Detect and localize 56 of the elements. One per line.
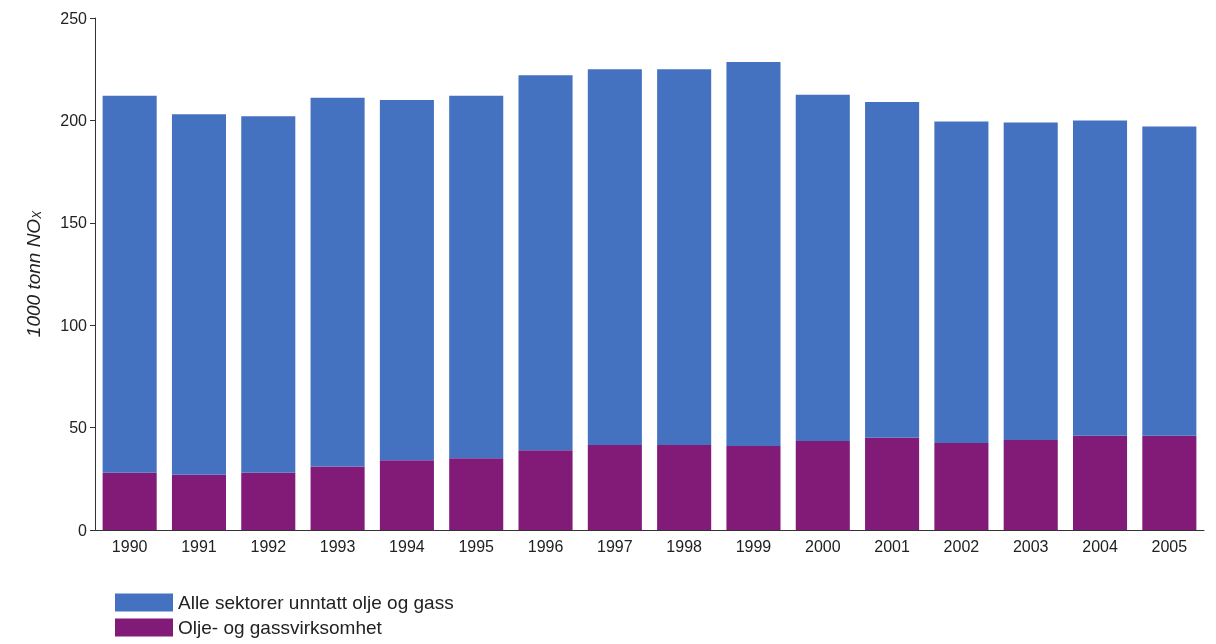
x-tick-label: 1993 <box>319 537 356 555</box>
bar <box>518 75 573 451</box>
y-tick-label: 150 <box>60 214 88 232</box>
bar <box>1003 122 1058 440</box>
x-tick-label: 1990 <box>111 537 148 555</box>
bar <box>1073 120 1128 436</box>
x-tick-label: 2001 <box>874 537 910 555</box>
bar <box>934 121 989 443</box>
bar <box>241 472 296 530</box>
bar <box>726 62 781 447</box>
bar <box>310 466 365 530</box>
x-tick-label: 2005 <box>1151 537 1188 555</box>
y-tick-label: 0 <box>78 521 88 539</box>
x-tick-label: 2003 <box>1012 537 1049 555</box>
bar <box>379 460 434 530</box>
bar <box>518 450 573 530</box>
bar <box>379 99 434 461</box>
x-tick-label: 1998 <box>666 537 703 555</box>
y-tick-label: 200 <box>60 111 88 129</box>
bar <box>1073 435 1128 530</box>
x-tick-label: 1994 <box>389 537 425 555</box>
legend-label: Alle sektorer unntatt olje og gass <box>178 592 454 613</box>
y-tick-label: 50 <box>69 419 88 437</box>
bar <box>657 69 712 446</box>
bar <box>1003 439 1058 530</box>
x-tick-label: 1997 <box>597 537 633 555</box>
bar <box>241 116 296 473</box>
x-tick-label: 2000 <box>804 537 841 555</box>
bar <box>310 97 365 467</box>
x-tick-label: 1991 <box>181 537 217 555</box>
bar <box>795 440 850 530</box>
bar <box>449 95 504 459</box>
y-tick-label: 250 <box>60 9 88 27</box>
bar <box>171 474 226 530</box>
x-tick-label: 1999 <box>735 537 772 555</box>
bar <box>795 94 850 441</box>
bar <box>934 442 989 530</box>
bar <box>657 445 712 530</box>
bar <box>587 445 642 530</box>
bar <box>587 69 642 446</box>
x-tick-label: 1995 <box>458 537 495 555</box>
bar <box>726 446 781 530</box>
x-tick-label: 2004 <box>1082 537 1118 555</box>
bar <box>1142 126 1197 436</box>
bar <box>449 458 504 530</box>
bar <box>102 472 157 530</box>
x-tick-label: 1992 <box>250 537 287 555</box>
legend-label: Olje- og gassvirksomhet <box>178 617 383 638</box>
x-tick-label: 1996 <box>527 537 564 555</box>
bar <box>102 95 157 473</box>
bar <box>865 101 920 438</box>
bar <box>171 114 226 475</box>
x-tick-label: 2002 <box>943 537 980 555</box>
bar <box>1142 435 1197 530</box>
bar <box>865 437 920 530</box>
y-tick-label: 100 <box>60 316 88 334</box>
